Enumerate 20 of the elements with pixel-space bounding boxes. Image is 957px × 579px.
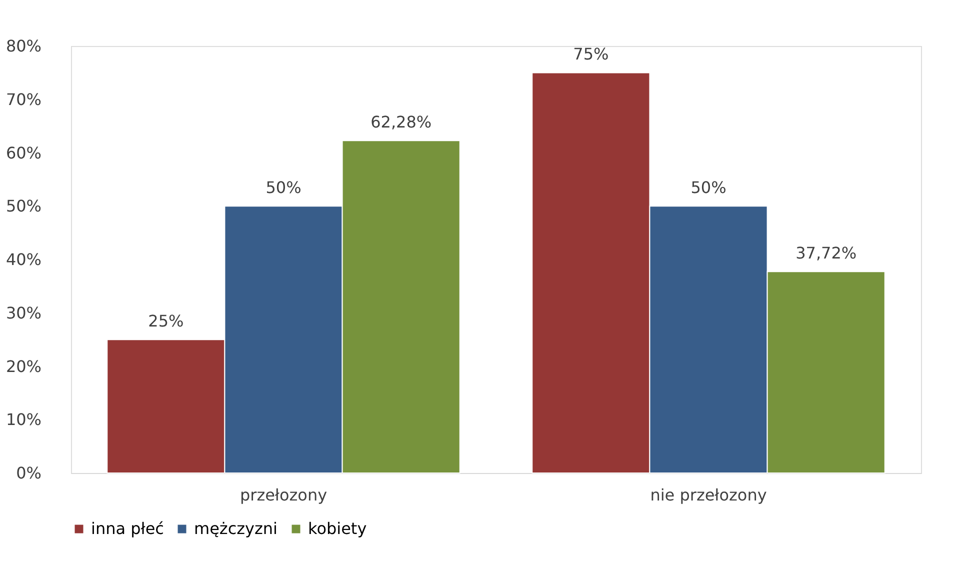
data-label: 37,72% — [796, 244, 857, 263]
y-tick-label: 30% — [6, 303, 42, 322]
legend-label: inna płeć — [91, 519, 164, 538]
data-label: 62,28% — [370, 112, 432, 132]
y-tick-label: 70% — [6, 90, 42, 109]
y-tick-label: 50% — [6, 196, 42, 216]
x-tick-label: nie przełozony — [650, 486, 767, 504]
x-tick-label: przełozony — [240, 486, 328, 504]
data-label: 25% — [148, 312, 184, 331]
data-label: 50% — [690, 178, 726, 198]
y-tick-label: 40% — [6, 250, 42, 269]
y-tick-label: 10% — [6, 410, 42, 430]
data-label: 50% — [266, 178, 302, 198]
y-tick-label: 0% — [16, 464, 42, 482]
legend-label: kobiety — [308, 519, 367, 538]
y-tick-label: 60% — [6, 143, 42, 162]
y-tick-label: 20% — [6, 356, 42, 376]
y-tick-label: 80% — [6, 36, 42, 56]
data-label: 75% — [573, 44, 609, 64]
legend-label: mężczyzni — [194, 519, 278, 538]
